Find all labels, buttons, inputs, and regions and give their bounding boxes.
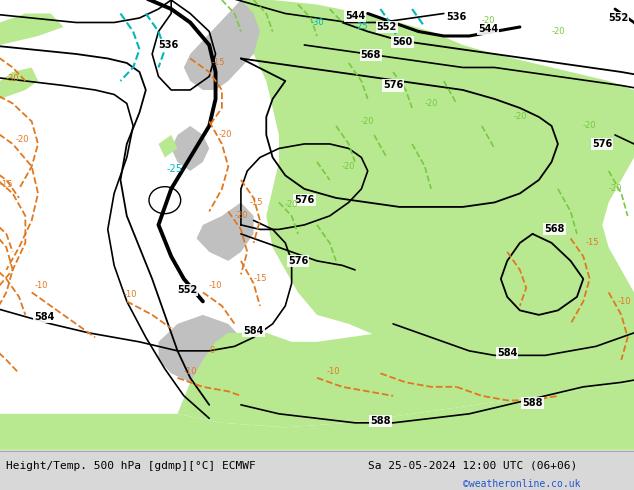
Text: 584: 584	[243, 326, 264, 336]
Text: -20: -20	[583, 122, 597, 130]
Text: -25: -25	[166, 164, 183, 173]
Text: 584: 584	[497, 348, 517, 358]
Text: -10: -10	[326, 367, 340, 376]
Text: 576: 576	[288, 256, 308, 266]
Text: -10: -10	[183, 367, 197, 376]
Text: -20: -20	[342, 162, 356, 171]
Text: 544: 544	[345, 11, 365, 21]
Text: 536: 536	[446, 12, 467, 22]
Text: -15: -15	[0, 180, 13, 189]
Text: 536: 536	[158, 40, 178, 50]
Text: -20: -20	[234, 211, 248, 220]
Text: 576: 576	[592, 139, 612, 149]
Text: -10: -10	[34, 281, 48, 290]
Text: 576: 576	[294, 195, 314, 205]
Text: -20: -20	[361, 117, 375, 126]
Text: -20: -20	[285, 200, 299, 209]
Polygon shape	[158, 135, 178, 157]
Text: 576: 576	[383, 80, 403, 91]
Text: -20: -20	[513, 112, 527, 122]
Text: 552: 552	[377, 22, 397, 32]
Polygon shape	[158, 315, 241, 382]
Text: Sa 25-05-2024 12:00 UTC (06+06): Sa 25-05-2024 12:00 UTC (06+06)	[368, 461, 577, 471]
Text: -20: -20	[481, 16, 495, 24]
Text: -20: -20	[424, 99, 438, 108]
Text: -10: -10	[618, 297, 631, 306]
Polygon shape	[184, 0, 260, 90]
Text: ©weatheronline.co.uk: ©weatheronline.co.uk	[463, 479, 580, 489]
Text: -15: -15	[212, 58, 226, 68]
Polygon shape	[241, 0, 634, 382]
Polygon shape	[0, 14, 63, 45]
Polygon shape	[178, 324, 634, 427]
Text: 568: 568	[361, 50, 381, 60]
Text: -25: -25	[354, 23, 368, 31]
Text: 560: 560	[392, 37, 413, 47]
Text: -20: -20	[15, 135, 29, 144]
Text: 552: 552	[608, 13, 628, 23]
Text: -30: -30	[310, 18, 324, 27]
Text: 588: 588	[370, 416, 391, 426]
Text: 584: 584	[34, 312, 55, 322]
Polygon shape	[0, 382, 634, 450]
Polygon shape	[197, 202, 254, 261]
Text: 568: 568	[545, 224, 565, 234]
Text: -10: -10	[123, 290, 137, 299]
Text: 0: 0	[210, 346, 215, 355]
Text: -15: -15	[586, 239, 600, 247]
Polygon shape	[0, 68, 38, 99]
Text: -10: -10	[209, 281, 223, 290]
Text: 544: 544	[478, 24, 498, 34]
Polygon shape	[171, 126, 209, 171]
Polygon shape	[456, 315, 634, 360]
Text: -20: -20	[608, 184, 622, 194]
Text: -15: -15	[253, 274, 267, 283]
Text: Height/Temp. 500 hPa [gdmp][°C] ECMWF: Height/Temp. 500 hPa [gdmp][°C] ECMWF	[6, 461, 256, 471]
Text: -20: -20	[218, 130, 232, 140]
Text: 552: 552	[177, 285, 197, 295]
Text: -30: -30	[6, 74, 20, 83]
Text: 588: 588	[522, 397, 543, 408]
Text: -15: -15	[250, 198, 264, 207]
Text: -20: -20	[551, 27, 565, 36]
